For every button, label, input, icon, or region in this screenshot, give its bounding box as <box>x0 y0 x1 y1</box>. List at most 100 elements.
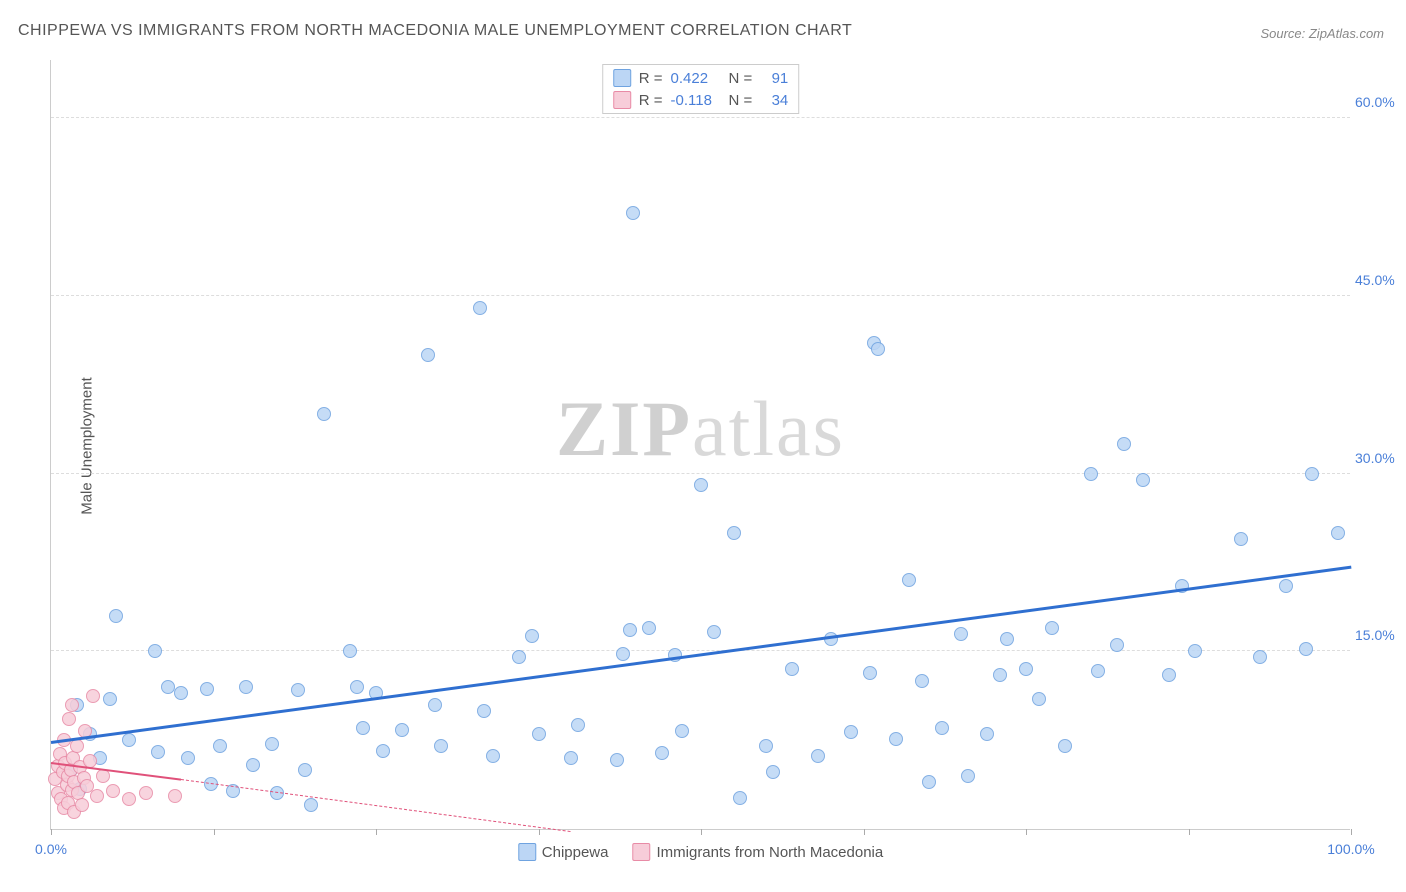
series-legend-label: Immigrants from North Macedonia <box>656 844 883 861</box>
scatter-point <box>915 674 929 688</box>
watermark-bold: ZIP <box>556 385 692 472</box>
scatter-point <box>889 732 903 746</box>
legend-swatch <box>518 843 536 861</box>
scatter-point <box>623 623 637 637</box>
gridline <box>51 117 1350 118</box>
scatter-point <box>759 739 773 753</box>
scatter-point <box>532 727 546 741</box>
scatter-point <box>525 629 539 643</box>
scatter-point <box>122 733 136 747</box>
trend-line <box>51 566 1351 744</box>
source-attribution: Source: ZipAtlas.com <box>1260 26 1384 41</box>
scatter-point <box>395 723 409 737</box>
scatter-point <box>1299 642 1313 656</box>
scatter-point <box>304 798 318 812</box>
scatter-point <box>477 704 491 718</box>
scatter-point <box>174 686 188 700</box>
scatter-point <box>727 526 741 540</box>
scatter-point <box>213 739 227 753</box>
watermark-rest: atlas <box>692 385 845 472</box>
scatter-point <box>376 744 390 758</box>
legend-swatch <box>613 69 631 87</box>
scatter-point <box>350 680 364 694</box>
scatter-point <box>844 725 858 739</box>
x-tick <box>1351 829 1352 835</box>
gridline <box>51 650 1350 651</box>
y-tick-label: 45.0% <box>1355 272 1400 288</box>
x-tick <box>214 829 215 835</box>
scatter-point <box>980 727 994 741</box>
scatter-point <box>902 573 916 587</box>
scatter-point <box>181 751 195 765</box>
stats-legend-row: R =-0.118N =34 <box>603 89 799 111</box>
scatter-point <box>1253 650 1267 664</box>
scatter-point <box>75 798 89 812</box>
scatter-point <box>239 680 253 694</box>
scatter-point <box>356 721 370 735</box>
stats-legend-row: R =0.422N =91 <box>603 67 799 89</box>
scatter-point <box>161 680 175 694</box>
scatter-point <box>785 662 799 676</box>
scatter-point <box>626 206 640 220</box>
scatter-point <box>86 689 100 703</box>
scatter-point <box>1279 579 1293 593</box>
scatter-point <box>434 739 448 753</box>
gridline <box>51 473 1350 474</box>
y-tick-label: 60.0% <box>1355 94 1400 110</box>
scatter-point <box>564 751 578 765</box>
scatter-point <box>103 692 117 706</box>
scatter-point <box>512 650 526 664</box>
scatter-point <box>1162 668 1176 682</box>
scatter-point <box>428 698 442 712</box>
scatter-point <box>200 682 214 696</box>
scatter-point <box>62 712 76 726</box>
legend-swatch <box>613 91 631 109</box>
scatter-point <box>811 749 825 763</box>
n-value: 91 <box>760 70 788 87</box>
scatter-point <box>954 627 968 641</box>
n-value: 34 <box>760 92 788 109</box>
x-tick <box>701 829 702 835</box>
x-tick <box>864 829 865 835</box>
scatter-point <box>1110 638 1124 652</box>
scatter-point <box>168 789 182 803</box>
trend-line-extension <box>181 779 571 832</box>
r-label: R = <box>639 70 663 87</box>
scatter-point <box>642 621 656 635</box>
chart-title: CHIPPEWA VS IMMIGRANTS FROM NORTH MACEDO… <box>18 22 852 40</box>
scatter-point <box>922 775 936 789</box>
gridline <box>51 295 1350 296</box>
scatter-point <box>70 739 84 753</box>
scatter-point <box>863 666 877 680</box>
x-tick <box>539 829 540 835</box>
scatter-point <box>1091 664 1105 678</box>
y-tick-label: 15.0% <box>1355 627 1400 643</box>
scatter-point <box>1188 644 1202 658</box>
scatter-point <box>139 786 153 800</box>
x-tick-label: 0.0% <box>35 841 67 857</box>
scatter-point <box>106 784 120 798</box>
scatter-point <box>1305 467 1319 481</box>
scatter-point <box>421 348 435 362</box>
scatter-point <box>298 763 312 777</box>
plot-area: ZIPatlas R =0.422N =91R =-0.118N =34 Chi… <box>50 60 1350 830</box>
scatter-point <box>1019 662 1033 676</box>
n-label: N = <box>729 92 753 109</box>
x-tick <box>1189 829 1190 835</box>
scatter-point <box>694 478 708 492</box>
y-tick-label: 30.0% <box>1355 450 1400 466</box>
scatter-point <box>961 769 975 783</box>
scatter-point <box>486 749 500 763</box>
n-label: N = <box>729 70 753 87</box>
x-tick <box>1026 829 1027 835</box>
scatter-point <box>1136 473 1150 487</box>
scatter-point <box>675 724 689 738</box>
scatter-point <box>1234 532 1248 546</box>
scatter-point <box>733 791 747 805</box>
x-tick-label: 100.0% <box>1327 841 1374 857</box>
scatter-point <box>993 668 1007 682</box>
scatter-point <box>1084 467 1098 481</box>
scatter-point <box>1058 739 1072 753</box>
scatter-point <box>571 718 585 732</box>
scatter-point <box>343 644 357 658</box>
